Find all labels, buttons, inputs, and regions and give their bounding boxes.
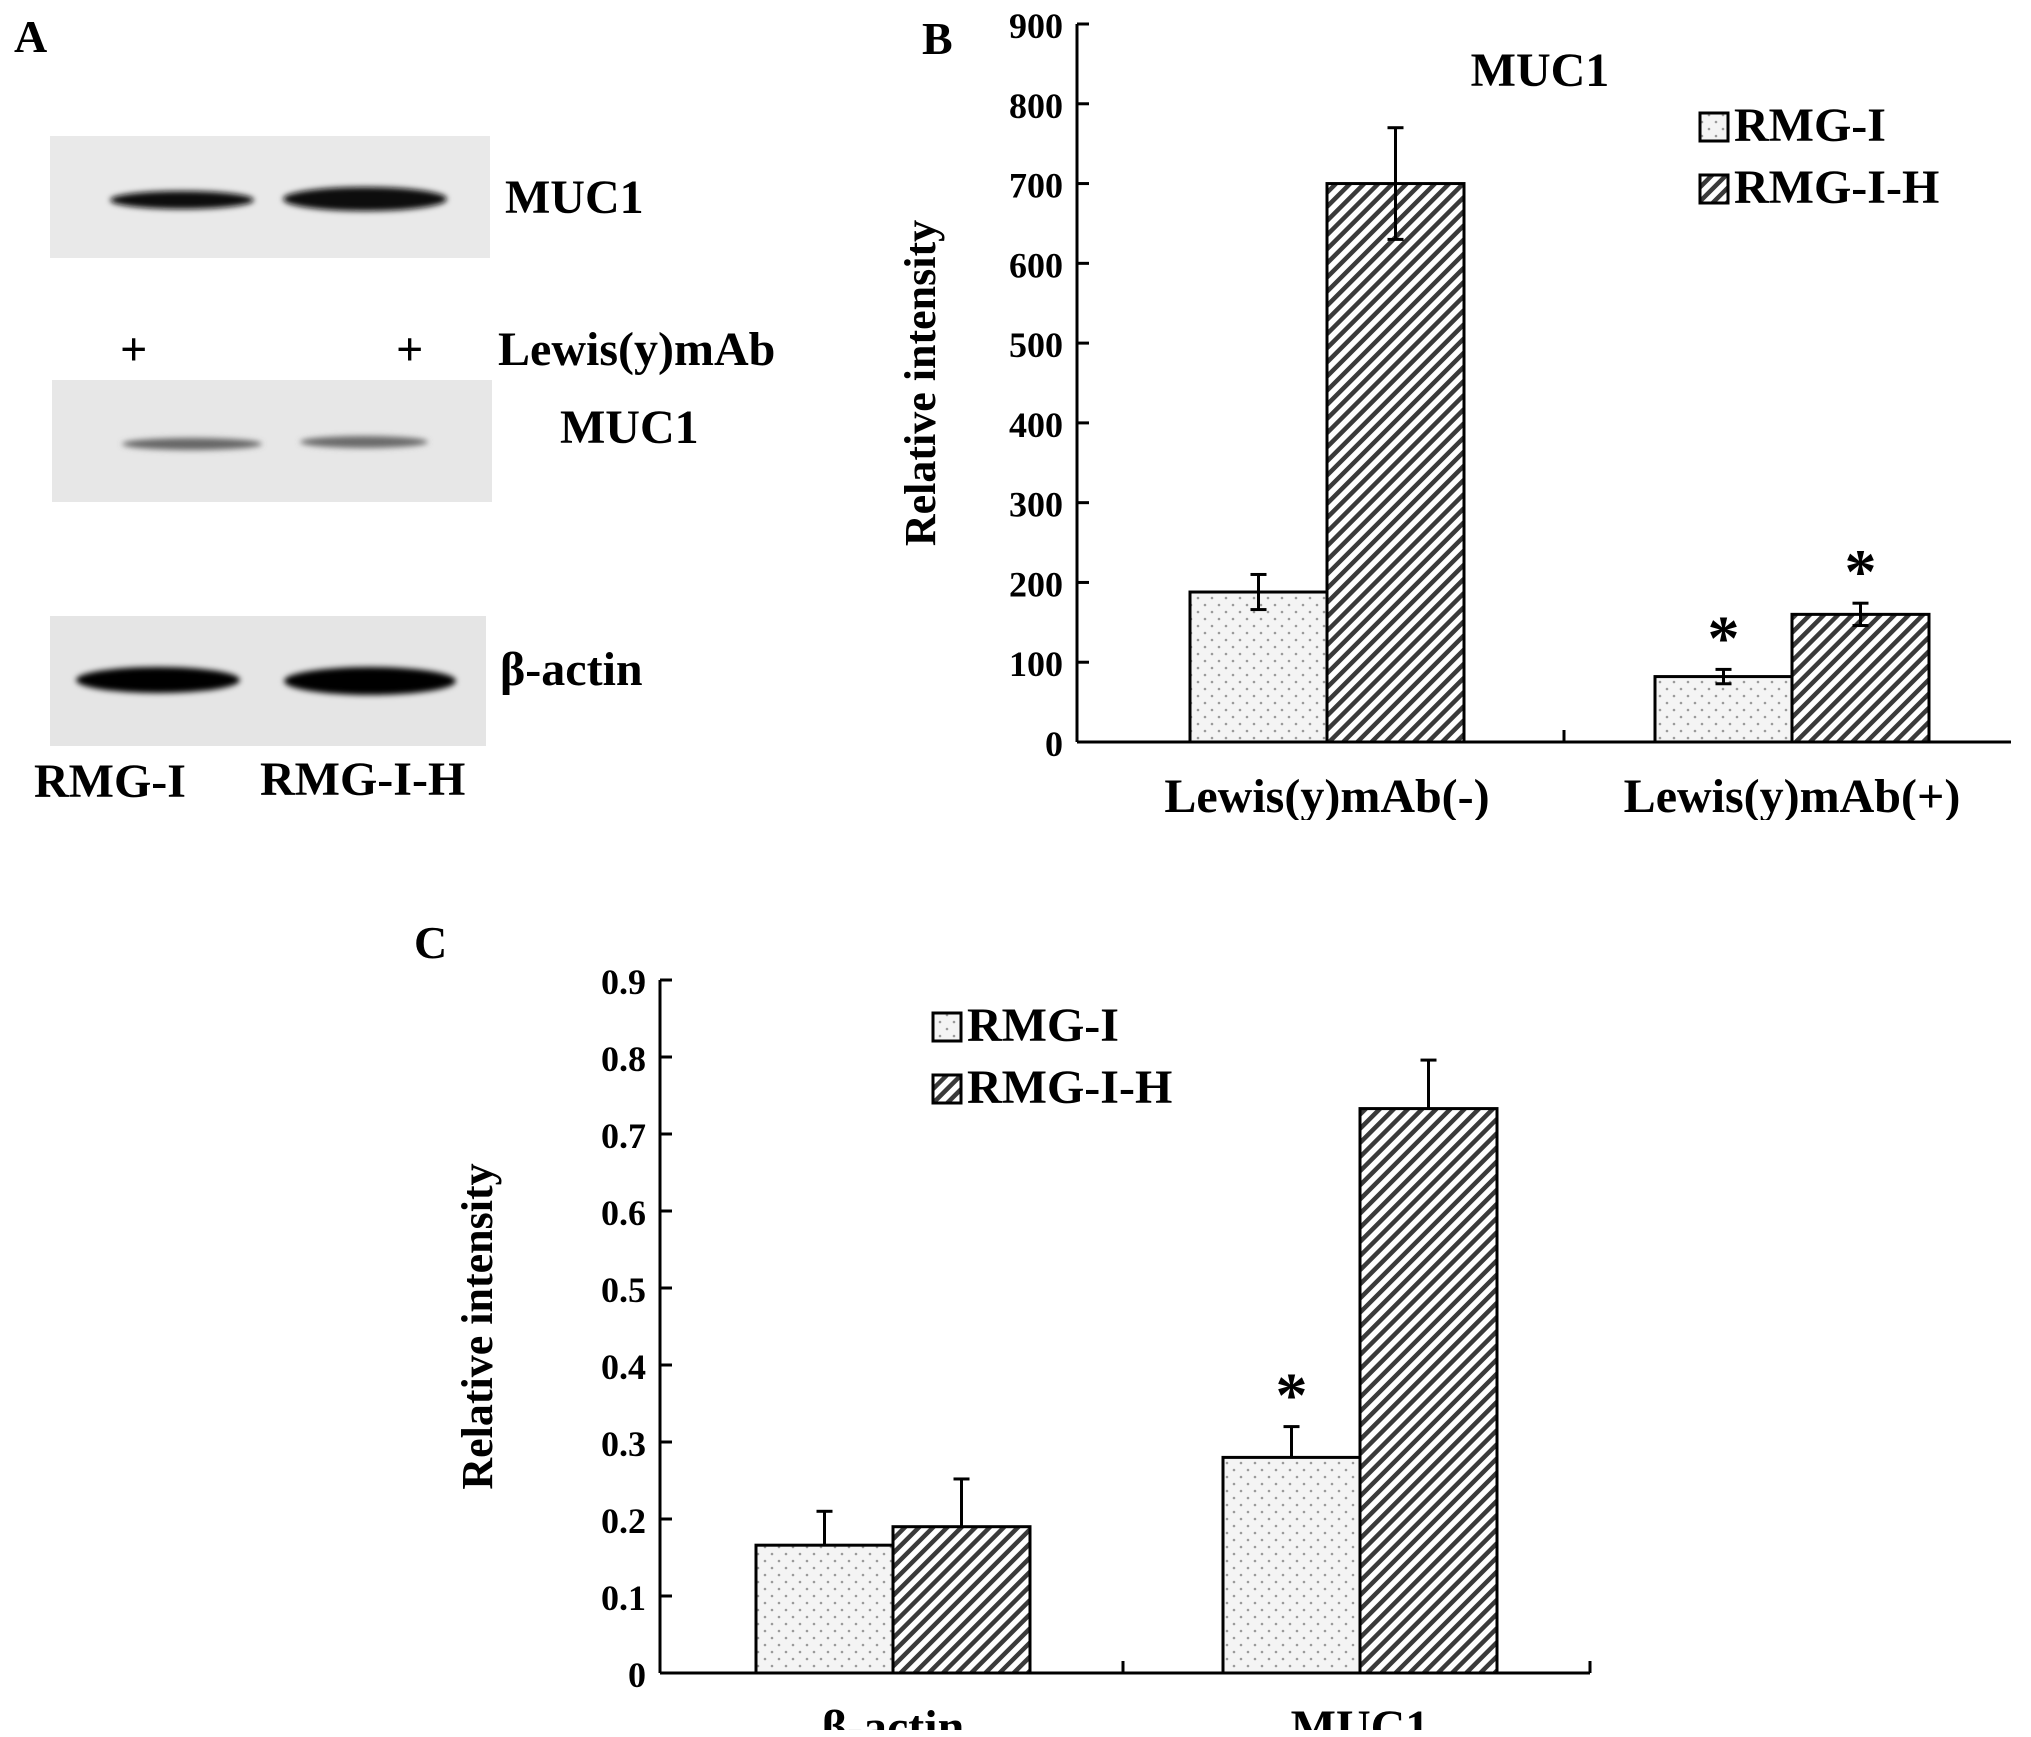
significance-mark: * bbox=[1708, 602, 1740, 673]
lane-label-rmg-i: RMG-I bbox=[34, 755, 186, 808]
blot-muc1-treated bbox=[52, 380, 492, 502]
band-rmg-i-h bbox=[284, 667, 456, 695]
y-tick-label: 0.1 bbox=[601, 1578, 646, 1618]
band-rmg-i bbox=[76, 667, 240, 693]
treatment-mark-lane1: + bbox=[120, 323, 148, 376]
y-tick-label: 400 bbox=[1009, 405, 1063, 445]
y-tick-label: 600 bbox=[1009, 245, 1063, 285]
chart-c: 0 0.1 0.2 0.3 0.4 0.5 0.6 0.7 0.8 0.9 β-actin * MUC1… bbox=[453, 962, 1592, 1730]
y-tick-label: 0.6 bbox=[601, 1193, 646, 1233]
x-category-label: Lewis(y)mAb(+) bbox=[1624, 770, 1961, 820]
y-tick-label: 0.8 bbox=[601, 1039, 646, 1079]
y-tick-label: 0.2 bbox=[601, 1501, 646, 1541]
x-category-label: MUC1 bbox=[1291, 1701, 1430, 1730]
treatment-mark-lane2: + bbox=[396, 323, 424, 376]
blot-beta-actin bbox=[50, 616, 486, 746]
band-rmg-i bbox=[122, 438, 262, 450]
panel-c-letter: C bbox=[414, 917, 448, 968]
y-axis-label: Relative intensity bbox=[453, 1163, 502, 1489]
bar-rmg-i-h-2 bbox=[1358, 1107, 1499, 1675]
bar-rmg-i-1 bbox=[754, 1543, 895, 1675]
band-rmg-i bbox=[110, 191, 254, 209]
chart-title: MUC1 bbox=[1471, 44, 1610, 97]
y-tick-label: 900 bbox=[1009, 6, 1063, 46]
lane-label-rmg-i-h: RMG-I-H bbox=[260, 753, 466, 806]
y-tick-label: 300 bbox=[1009, 485, 1063, 525]
bar-rmg-i-h-1 bbox=[891, 1525, 1032, 1675]
legend-swatch bbox=[1698, 111, 1730, 143]
legend-label: RMG-I-H bbox=[1734, 161, 1939, 214]
legend-swatch bbox=[931, 1073, 963, 1105]
legend-label: RMG-I bbox=[967, 999, 1119, 1052]
y-tick-label: 800 bbox=[1009, 86, 1063, 126]
legend-swatch bbox=[1698, 173, 1730, 205]
band-rmg-i-h bbox=[283, 187, 447, 211]
y-tick-label: 700 bbox=[1009, 166, 1063, 206]
bar-rmg-i-h-1 bbox=[1325, 182, 1466, 744]
blot-top-label: MUC1 bbox=[505, 171, 644, 224]
bar-rmg-i-1 bbox=[1188, 590, 1329, 744]
y-tick-label: 0.9 bbox=[601, 962, 646, 1002]
bar-rmg-i-h-2 bbox=[1790, 612, 1931, 744]
y-axis-label: Relative intensity bbox=[896, 220, 945, 546]
bar-rmg-i-2 bbox=[1221, 1455, 1362, 1675]
y-tick-label: 100 bbox=[1009, 644, 1063, 684]
x-category-label: β-actin bbox=[822, 1701, 965, 1730]
significance-mark: * bbox=[1845, 536, 1877, 607]
y-tick-label: 0.5 bbox=[601, 1270, 646, 1310]
y-tick-label: 0 bbox=[1045, 724, 1063, 764]
y-tick-label: 200 bbox=[1009, 564, 1063, 604]
bar-rmg-i-2 bbox=[1653, 675, 1794, 744]
blot-middle-label: MUC1 bbox=[560, 401, 699, 454]
y-tick-label: 0.4 bbox=[601, 1347, 646, 1387]
y-tick-label: 500 bbox=[1009, 325, 1063, 365]
x-category-label: Lewis(y)mAb(-) bbox=[1164, 770, 1489, 820]
y-tick-label: 0.7 bbox=[601, 1116, 646, 1156]
treatment-label: Lewis(y)mAb bbox=[498, 323, 776, 376]
blot-bottom-label: β-actin bbox=[500, 643, 643, 696]
legend-label: RMG-I bbox=[1734, 99, 1886, 152]
chart-b: 0 100 200 300 400 500 600 700 800 900 Lewis(y)mAb(… bbox=[896, 6, 2011, 820]
significance-mark: * bbox=[1276, 1360, 1308, 1431]
y-tick-label: 0 bbox=[628, 1655, 646, 1695]
legend-label: RMG-I-H bbox=[967, 1061, 1172, 1114]
panel-b-letter: B bbox=[922, 13, 953, 64]
blot-muc1-untreated bbox=[50, 136, 490, 258]
y-tick-label: 0.3 bbox=[601, 1424, 646, 1464]
panel-a-letter: A bbox=[14, 11, 48, 62]
legend-swatch bbox=[931, 1011, 963, 1043]
band-rmg-i-h bbox=[300, 436, 428, 448]
